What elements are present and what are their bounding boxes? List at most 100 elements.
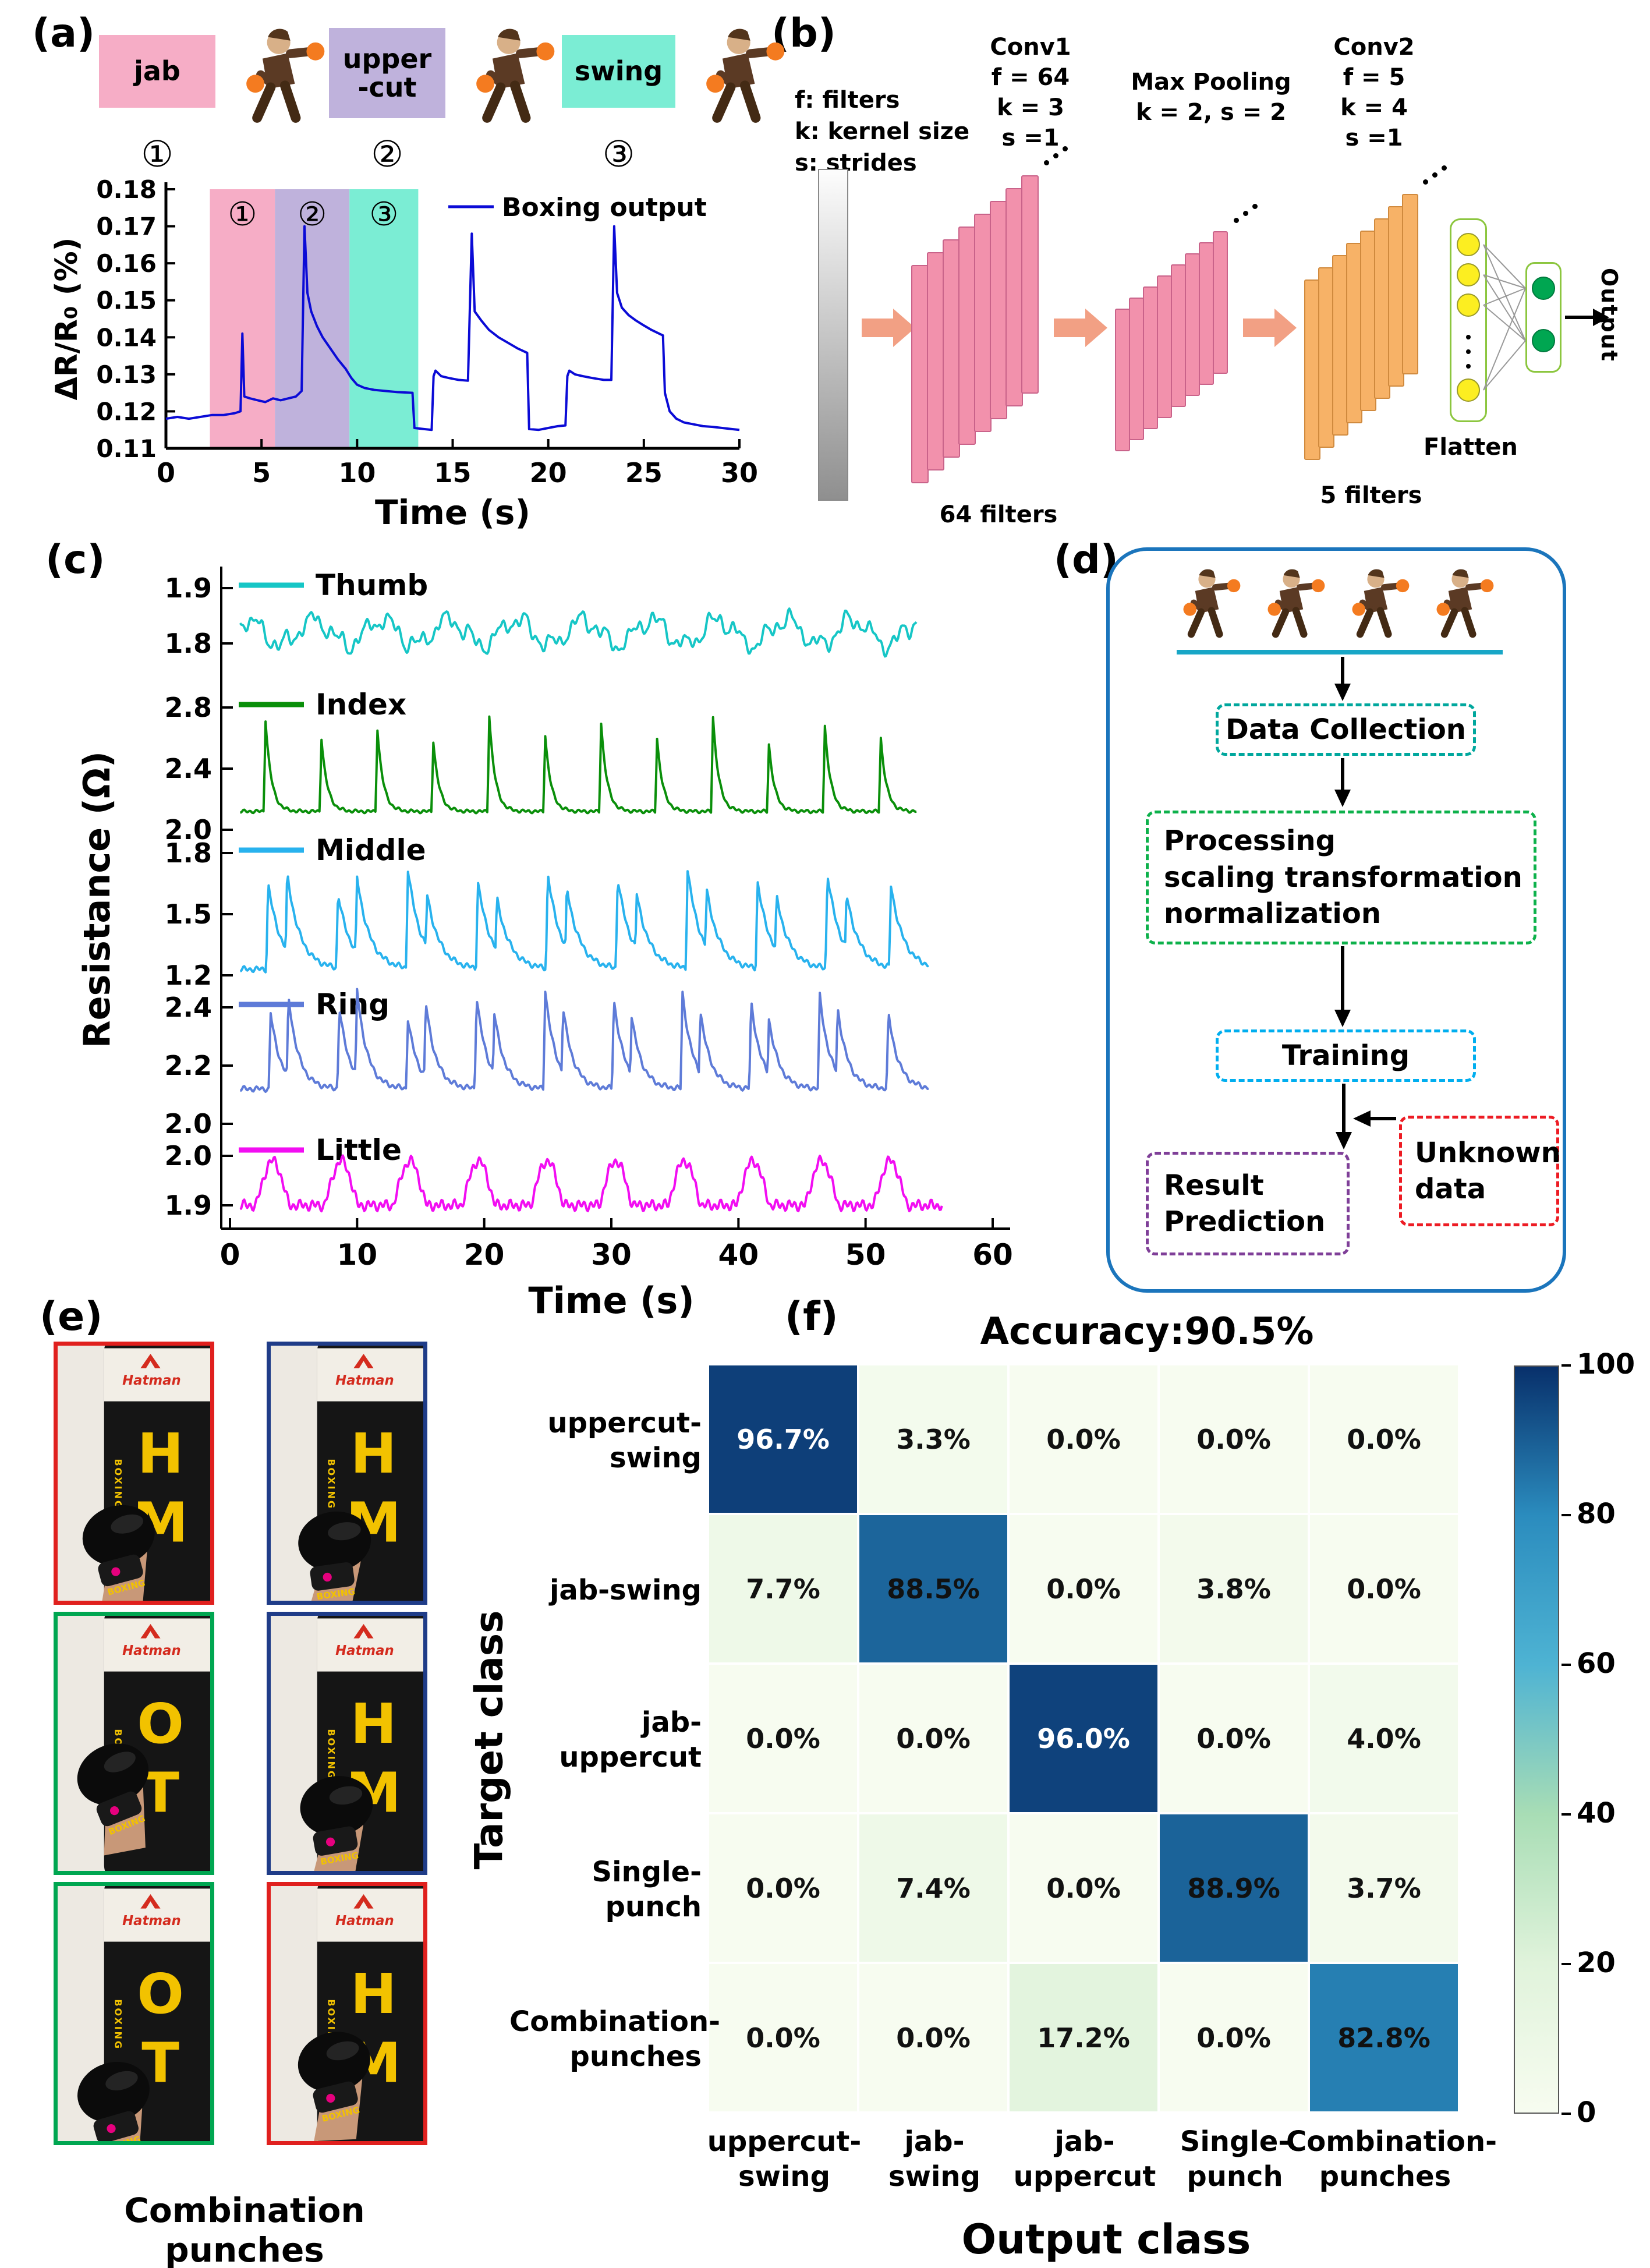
flatten-neuron [1457, 233, 1480, 256]
flow-step-training: Training [1216, 1029, 1476, 1082]
matrix-cell: 3.3% [859, 1365, 1007, 1513]
svg-text:2.4: 2.4 [165, 753, 213, 784]
svg-text:1.9: 1.9 [165, 572, 213, 604]
trace-label-ring: Ring [316, 988, 390, 1021]
colorbar-tick [1562, 2113, 1571, 2115]
output-arrow-icon [1565, 309, 1609, 326]
svg-text:H: H [350, 1962, 396, 2026]
output-class-title: Output class [961, 2216, 1251, 2263]
matrix-cell: 4.0% [1310, 1665, 1458, 1812]
trace-label-thumb: Thumb [316, 568, 428, 602]
flow-step-result-prediction: Result Prediction [1146, 1152, 1350, 1255]
svg-text:50: 50 [845, 1238, 886, 1272]
svg-text:0.15: 0.15 [96, 286, 157, 315]
flow-arrows [1334, 657, 1396, 1149]
row-label: jab- uppercut [559, 1706, 702, 1774]
conv1-caption: 64 filters [939, 501, 1058, 528]
svg-text:5: 5 [252, 457, 271, 489]
svg-text:0.17: 0.17 [96, 213, 157, 241]
svg-text:10: 10 [338, 457, 376, 489]
conv1-feature-map [1005, 188, 1023, 406]
svg-text:0: 0 [220, 1238, 240, 1272]
colorbar-tick [1562, 1664, 1571, 1666]
matrix-cell: 0.0% [859, 1665, 1007, 1812]
svg-text:Hatman: Hatman [122, 1913, 181, 1929]
pooling-feature-map [1213, 231, 1228, 374]
svg-text:1.9: 1.9 [165, 1190, 213, 1221]
region-number-2: ② [298, 196, 327, 233]
matrix-cell: 7.4% [859, 1814, 1007, 1962]
colorbar-tick [1562, 1813, 1571, 1816]
matrix-cell: 0.0% [1010, 1365, 1157, 1513]
ellipsis-dot [1252, 204, 1258, 209]
boxer-icon [451, 22, 559, 133]
punch-number-1: ① [141, 133, 174, 175]
flow-arrow-icon [1054, 309, 1107, 347]
output-label: Output [1596, 268, 1622, 362]
trace-label-little: Little [316, 1133, 402, 1167]
matrix-cell: 3.8% [1160, 1515, 1308, 1662]
flow-arrow-icon [862, 309, 915, 347]
conv1-feature-map [974, 214, 992, 432]
combination-punch-photos: Hatman H M BOXING BOXING Hatman H M BOXING BOXING… [51, 1338, 438, 2177]
matrix-cell: 0.0% [709, 1814, 857, 1962]
output-neuron [1532, 277, 1555, 300]
svg-text:BOXING: BOXING [326, 1459, 337, 1510]
svg-text:15: 15 [434, 457, 471, 489]
stance-line [1177, 650, 1503, 654]
pooling-feature-map [1129, 298, 1144, 440]
ellipsis-dot [1466, 349, 1471, 354]
flatten-neuron [1457, 263, 1480, 286]
conv1-feature-map [927, 252, 944, 470]
ellipsis-dot [1442, 165, 1447, 171]
col-label: Single- punch [1180, 2125, 1290, 2193]
colorbar-tick-label: 40 [1577, 1797, 1616, 1830]
matrix-cell: 17.2% [1010, 1964, 1157, 2111]
svg-text:BOXING: BOXING [326, 1729, 337, 1780]
col-label: Combination- punches [1286, 2125, 1497, 2193]
svg-text:2.0: 2.0 [165, 1140, 213, 1172]
punch-photo: Hatman H M BOXING BOXING [54, 1342, 214, 1605]
x-axis-title: Time (s) [528, 1279, 694, 1322]
ellipsis-dot [1234, 218, 1239, 223]
matrix-cell: 82.8% [1310, 1964, 1458, 2111]
ellipsis-dot [1053, 153, 1058, 158]
conv1-feature-map [958, 227, 976, 445]
pooling-feature-map [1143, 286, 1158, 429]
svg-text:1.5: 1.5 [165, 898, 213, 930]
svg-text:Hatman: Hatman [122, 1643, 181, 1658]
target-class-title: Target class [466, 1610, 512, 1869]
ellipsis-dot [1466, 335, 1471, 339]
panel-label-e: (e) [40, 1294, 103, 1340]
svg-text:0.18: 0.18 [96, 175, 157, 204]
colorbar-tick [1562, 1963, 1571, 1965]
svg-text:O: O [137, 1692, 184, 1756]
svg-text:0.11: 0.11 [96, 434, 157, 463]
matrix-cell: 0.0% [709, 1665, 857, 1812]
svg-text:Hatman: Hatman [335, 1913, 394, 1929]
svg-text:40: 40 [718, 1238, 759, 1272]
matrix-cell: 0.0% [709, 1964, 857, 2111]
svg-text:H: H [137, 1422, 183, 1486]
pooling-feature-map [1115, 309, 1130, 451]
colorbar-tick [1562, 1514, 1571, 1516]
trace-label-index: Index [316, 688, 406, 721]
ellipsis-dot [1466, 364, 1471, 369]
flatten-neuron [1457, 293, 1480, 317]
boxer-icon [1249, 562, 1328, 647]
boxer-icon [681, 22, 789, 133]
ellipsis-dot [1243, 211, 1248, 216]
conv2-feature-map [1402, 194, 1418, 374]
boxer-icon [1334, 562, 1412, 647]
row-label: Single- punch [592, 1855, 702, 1923]
svg-text:2.0: 2.0 [165, 1108, 213, 1140]
fc-connections [1483, 244, 1526, 391]
matrix-cell: 88.5% [859, 1515, 1007, 1662]
workflow-flowchart: Data Collection Processing scaling transfo… [1106, 547, 1566, 1293]
y-axis-title: Resistance (Ω) [76, 751, 118, 1048]
matrix-cell: 0.0% [1010, 1814, 1157, 1962]
svg-text:0: 0 [157, 457, 175, 489]
hyperparam-notes: f: filters k: kernel size s: strides [795, 87, 970, 176]
